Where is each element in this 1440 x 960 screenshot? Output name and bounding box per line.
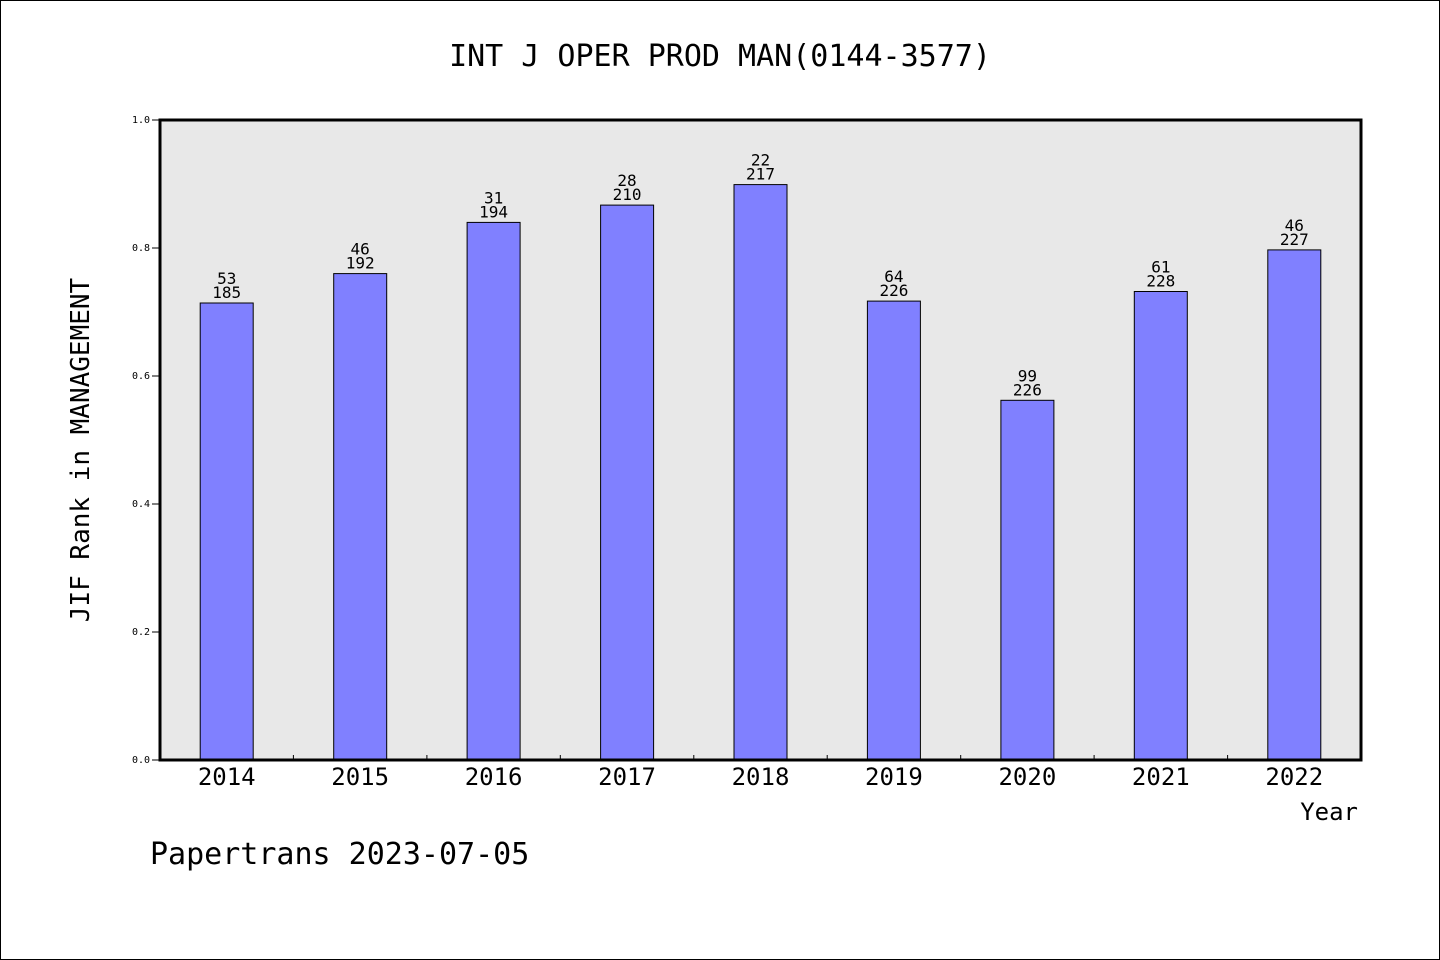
bar-total-label-2022: 227 (1280, 230, 1309, 249)
x-tick-label-2018: 2018 (732, 763, 790, 791)
bar-rank-label-2020: 99 (1018, 366, 1037, 385)
bar-2016 (466, 221, 521, 761)
bar-rank-label-2019: 64 (884, 267, 903, 286)
y-tick-label-0.6: 0.6 (132, 371, 150, 382)
bar-total-label-2015: 192 (346, 254, 375, 273)
y-tick-label-0.4: 0.4 (132, 499, 150, 510)
bar-2020 (1000, 399, 1055, 761)
chart-title: INT J OPER PROD MAN(0144-3577) (449, 39, 991, 74)
bar-2021 (1133, 291, 1188, 761)
bar-total-label-2020: 226 (1013, 380, 1042, 399)
ticks-group: 2014 2015 2016 2017 2018 2019 2020 2021 2022 0.0 0… (132, 115, 1323, 791)
x-tick-label-2014: 2014 (198, 763, 256, 791)
bar-rank-label-2018: 22 (751, 151, 770, 170)
x-axis-label: Year (1300, 798, 1358, 826)
bar-rank-label-2014: 53 (217, 269, 236, 288)
bar-2015 (333, 273, 388, 761)
bar-rank-label-2022: 46 (1285, 216, 1304, 235)
bar-2017 (600, 204, 655, 761)
bars-group (199, 184, 1322, 761)
x-tick-label-2020: 2020 (998, 763, 1056, 791)
bar-total-label-2014: 185 (212, 283, 241, 302)
bar-total-label-2017: 210 (613, 185, 642, 204)
bar-rank-label-2017: 28 (617, 171, 636, 190)
y-tick-label-0.2: 0.2 (132, 627, 150, 638)
x-tick-label-2019: 2019 (865, 763, 923, 791)
bar-total-label-2019: 226 (879, 281, 908, 300)
bar-rank-label-2021: 61 (1151, 258, 1170, 277)
y-tick-label-1.0: 1.0 (132, 115, 150, 126)
bar-total-label-2016: 194 (479, 202, 508, 221)
x-tick-label-2017: 2017 (598, 763, 656, 791)
bar-total-label-2021: 228 (1146, 272, 1175, 291)
bar-rank-label-2015: 46 (351, 240, 370, 259)
y-axis-label: JIF Rank in MANAGEMENT (66, 277, 96, 622)
bar-2014 (199, 302, 254, 761)
bar-total-label-2018: 217 (746, 165, 775, 184)
bar-labels-group: 5318546192311942821022217642269922661228… (212, 151, 1308, 400)
x-tick-label-2015: 2015 (331, 763, 389, 791)
y-tick-label-0.8: 0.8 (132, 243, 150, 254)
x-tick-label-2021: 2021 (1132, 763, 1190, 791)
x-tick-label-2016: 2016 (465, 763, 523, 791)
footer-text: Papertrans 2023-07-05 (150, 837, 529, 872)
bar-2022 (1267, 249, 1322, 761)
bar-2018 (733, 184, 788, 761)
plot-border (158, 118, 1363, 762)
x-tick-label-2022: 2022 (1265, 763, 1323, 791)
bar-rank-label-2016: 31 (484, 188, 503, 207)
bar-2019 (866, 300, 921, 761)
y-tick-label-0.0: 0.0 (132, 755, 150, 766)
